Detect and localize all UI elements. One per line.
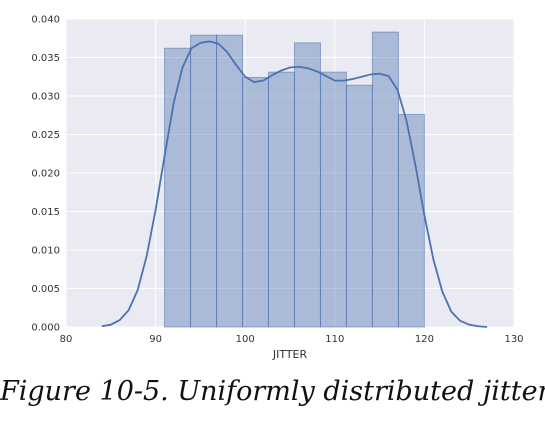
kde-density-line xyxy=(101,40,488,328)
y-tick-label-0: 0.000 xyxy=(31,323,60,334)
histogram-bar-4 xyxy=(267,71,295,328)
y-tick-label-8: 0.040 xyxy=(31,15,60,26)
histogram-bar-8 xyxy=(371,31,399,328)
x-axis-ticks: 80 90 100 110 120 130 xyxy=(60,334,524,345)
x-tick-label-5: 130 xyxy=(504,334,523,345)
x-tick-label-3: 110 xyxy=(325,334,344,345)
histogram-bar-3 xyxy=(242,77,269,328)
y-tick-label-7: 0.035 xyxy=(31,53,60,64)
histogram-bar-1 xyxy=(190,34,218,328)
histogram-bar-9 xyxy=(397,113,425,328)
histogram-bar-2 xyxy=(216,34,244,328)
x-axis-label: JITTER xyxy=(272,348,308,361)
y-tick-label-1: 0.005 xyxy=(31,284,60,295)
jitter-histogram-chart: 80 90 100 110 120 130 0.0000.0050.0100.0150.0… xyxy=(31,15,524,362)
y-axis-ticks: 0.000 0.005 0.010 0.015 0.020 0.025 0.030 0.035… xyxy=(31,15,60,334)
x-tick-label-1: 90 xyxy=(149,334,162,345)
grid-lines xyxy=(65,18,515,328)
histogram-bar-6 xyxy=(319,71,347,328)
histogram-bar-7 xyxy=(345,84,373,328)
y-tick-label-2: 0.010 xyxy=(31,246,60,257)
y-tick-label-3: 0.015 xyxy=(31,207,60,218)
y-tick-label-6: 0.030 xyxy=(31,92,60,103)
y-tick-label-5: 0.025 xyxy=(31,130,60,141)
x-tick-label-2: 100 xyxy=(236,334,255,345)
histogram-bar-5 xyxy=(293,42,321,328)
figure-caption: Figure 10-5. Uniformly distributed jitte… xyxy=(0,376,545,407)
histogram-bars xyxy=(164,31,425,328)
x-tick-label-4: 120 xyxy=(415,334,434,345)
y-tick-label-4: 0.020 xyxy=(31,169,60,180)
x-tick-label-0: 80 xyxy=(60,334,73,345)
